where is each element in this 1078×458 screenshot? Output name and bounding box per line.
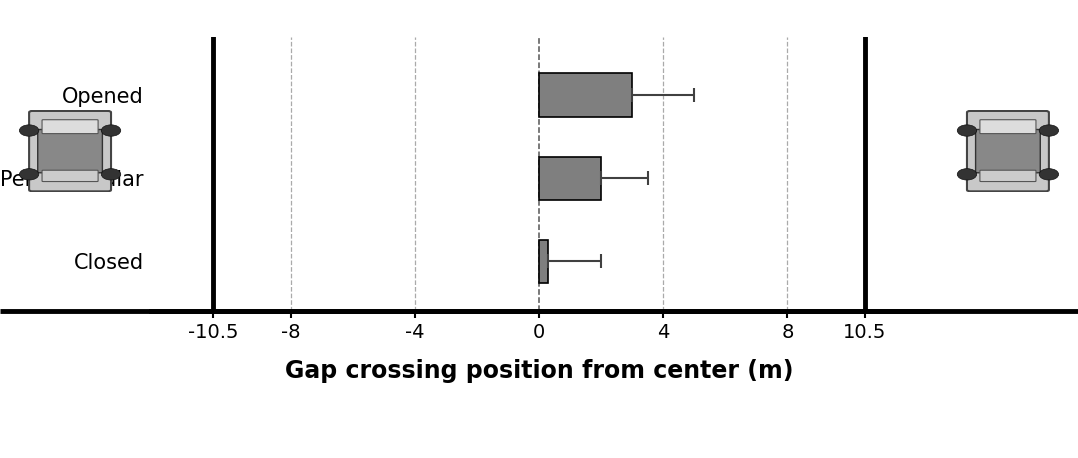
Ellipse shape (957, 169, 977, 180)
Bar (539, 73, 632, 117)
FancyBboxPatch shape (980, 120, 1036, 134)
Ellipse shape (101, 125, 121, 136)
Ellipse shape (19, 169, 39, 180)
FancyBboxPatch shape (38, 130, 102, 173)
FancyBboxPatch shape (42, 170, 98, 181)
Ellipse shape (19, 125, 39, 136)
FancyBboxPatch shape (976, 130, 1040, 173)
FancyBboxPatch shape (29, 111, 111, 191)
FancyBboxPatch shape (42, 120, 98, 134)
FancyBboxPatch shape (980, 170, 1036, 181)
Ellipse shape (101, 169, 121, 180)
Bar (539, 157, 602, 200)
Ellipse shape (1039, 169, 1059, 180)
Ellipse shape (1039, 125, 1059, 136)
Bar (539, 240, 549, 283)
Ellipse shape (957, 125, 977, 136)
FancyBboxPatch shape (967, 111, 1049, 191)
X-axis label: Gap crossing position from center (m): Gap crossing position from center (m) (285, 359, 793, 383)
